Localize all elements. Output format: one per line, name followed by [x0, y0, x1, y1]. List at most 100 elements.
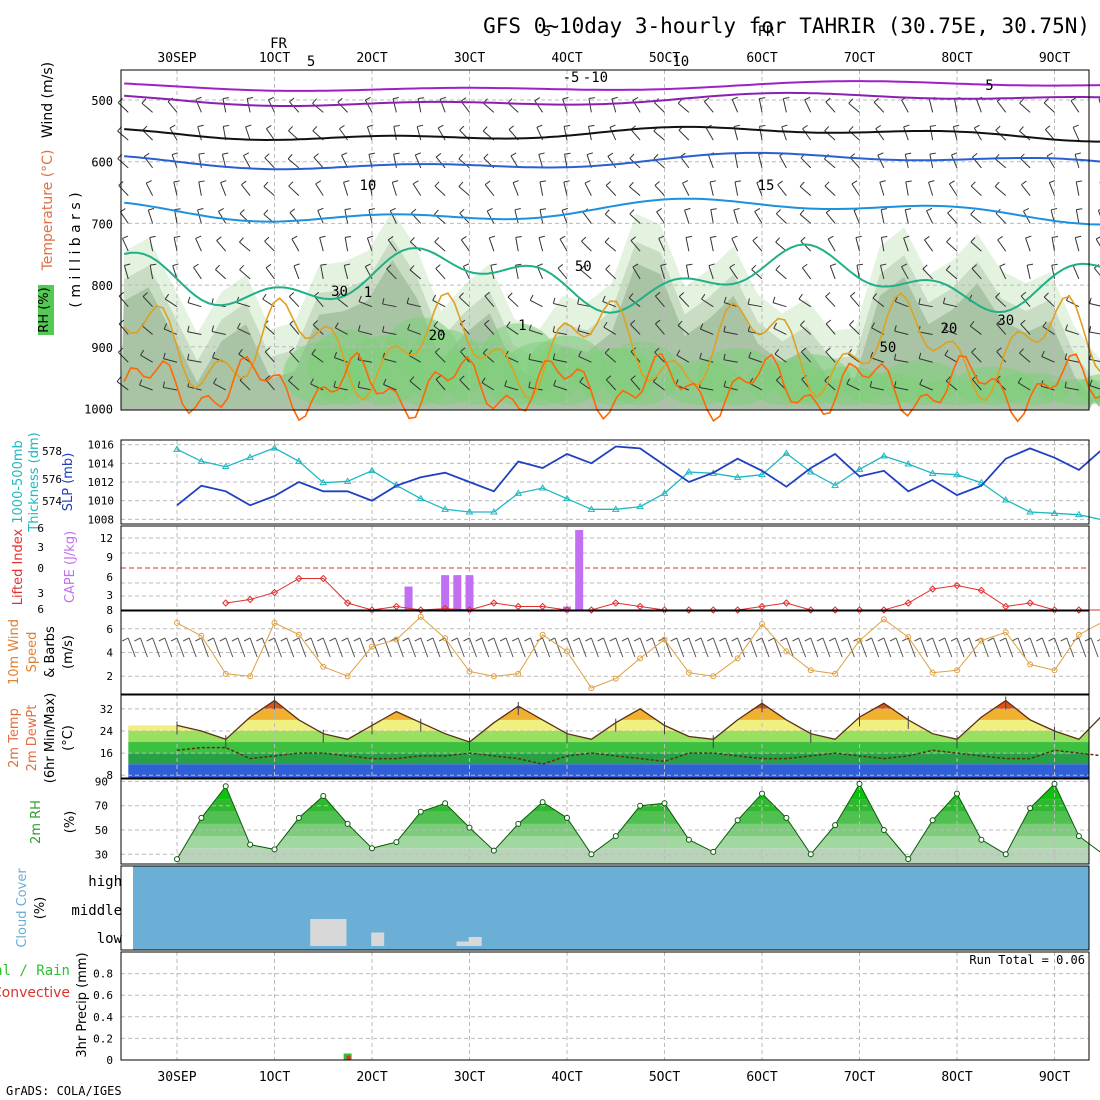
wind-barb — [1093, 267, 1100, 276]
wind-barb — [701, 298, 714, 308]
wind-barb — [414, 154, 422, 169]
wind-barb — [737, 637, 746, 658]
wind-barb — [980, 637, 989, 658]
wind-barb-flag — [433, 321, 439, 327]
wind-barb-flag — [949, 180, 955, 185]
wind-barb-flag — [747, 298, 750, 305]
wind-barb — [263, 186, 275, 197]
wind-speed-point — [466, 668, 473, 675]
rh-tick-label: 50 — [95, 824, 108, 837]
wind-barb — [775, 241, 787, 252]
wind-barb — [1065, 387, 1079, 391]
wind-barb-flag — [288, 126, 293, 132]
wind-barb — [274, 637, 282, 658]
wind-barb-flag — [434, 347, 440, 353]
wind-barb — [800, 240, 812, 252]
wind-barb — [846, 637, 855, 658]
wind-barb-flag — [241, 180, 247, 186]
contour-label: 10 — [360, 178, 377, 194]
wind-barb-flag — [825, 97, 831, 103]
wind-barb-flag — [562, 96, 569, 100]
wind-barb — [829, 265, 836, 280]
wind-barb-flag — [289, 97, 295, 103]
wind-barb-flag — [825, 347, 831, 353]
wind-barb-flag — [504, 380, 508, 387]
wind-barb-flag — [268, 637, 275, 642]
rh-band — [177, 848, 1089, 864]
wind-barb — [993, 637, 1002, 658]
wind-barb — [460, 239, 470, 252]
wind-barb-flag — [971, 347, 977, 353]
wind-barb — [922, 268, 933, 280]
wind-barb — [1041, 356, 1055, 363]
wind-barb — [605, 268, 617, 280]
wind-barb — [994, 158, 1007, 169]
contour-label: 20 — [940, 321, 957, 337]
wind-barb-flag — [142, 292, 148, 297]
wind-barb-flag — [1051, 236, 1059, 238]
wind-barb-flag — [889, 637, 897, 642]
wind-barb-flag — [677, 320, 683, 326]
wind-barb — [458, 158, 470, 169]
low-cloud-bar — [468, 937, 482, 946]
wind-barb-flag — [775, 237, 781, 243]
wind-barb — [654, 351, 665, 363]
wind-barb — [215, 269, 227, 280]
rh-point — [612, 833, 619, 840]
wind-barb — [409, 269, 422, 280]
wind-barb — [488, 237, 495, 252]
cloud-unit-label: (%) — [33, 897, 48, 920]
wind-barb — [1020, 323, 1031, 335]
lifted-index-point — [343, 599, 352, 607]
wind-barb-flag — [458, 154, 464, 160]
wind-barb-flag — [288, 375, 293, 381]
wind-speed-point — [490, 673, 497, 680]
wind-barb-flag — [1064, 353, 1068, 360]
date-label-top: 6OCT — [746, 51, 777, 66]
wind-barb — [195, 238, 202, 252]
wind-barb — [173, 181, 178, 196]
wind-barb-flag — [951, 152, 958, 156]
wind-barb — [723, 331, 738, 335]
pressure-tick-label: 500 — [91, 94, 113, 108]
rh-band — [177, 787, 1089, 800]
wind-barb-flag — [195, 235, 202, 239]
wind-barb-flag — [827, 235, 834, 240]
wind-speed-point — [637, 655, 644, 662]
contour-label: 50 — [575, 259, 592, 275]
wind-barb-flag — [848, 126, 854, 132]
wind-barb-flag — [358, 295, 362, 302]
wind-barb — [604, 352, 617, 363]
wind-barb — [772, 302, 787, 308]
cloud-level-label: high — [88, 874, 122, 890]
rh-point — [734, 817, 741, 824]
wind-barb-flag — [775, 264, 781, 271]
wind-barb — [825, 212, 836, 224]
wind-barb-flag — [611, 96, 618, 100]
wind-label: Wind (m/s) — [40, 62, 56, 138]
wind-barb-flag — [507, 292, 513, 298]
wind-barb-flag — [561, 207, 568, 211]
wind-barb-flag — [256, 637, 263, 642]
wind-barb-flag — [337, 97, 343, 103]
wind-barb — [800, 157, 812, 169]
wind-barb-flag — [1045, 125, 1051, 130]
wind-barb — [434, 351, 446, 363]
wind-barb — [142, 296, 153, 308]
wind-barb-flag — [597, 637, 604, 642]
wind-barb — [630, 240, 641, 252]
wind-speed-point — [929, 669, 936, 676]
wind-barb — [825, 296, 836, 308]
cape-frame — [120, 525, 1090, 611]
wind-barb — [924, 239, 934, 252]
wind-barb-flag — [970, 209, 976, 215]
lifted-index-point — [490, 599, 498, 607]
wind-barb-flag — [368, 152, 375, 155]
wind-barb — [1019, 157, 1031, 169]
wind-barb — [187, 302, 202, 308]
wind-barb-flag — [1051, 208, 1058, 211]
slp-line — [176, 445, 1100, 507]
cape-label: CAPE (J/kg) — [63, 531, 78, 603]
wind-barb-flag — [222, 97, 230, 100]
wind-barb-flag — [344, 263, 351, 266]
